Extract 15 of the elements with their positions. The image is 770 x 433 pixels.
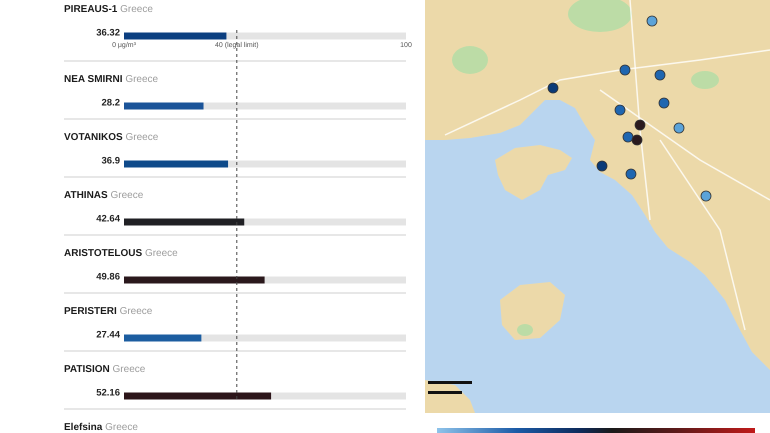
y-tick-label: PIREAUS-1 Greece [64, 4, 153, 15]
y-tick-label: ARISTOTELOUS Greece [64, 248, 178, 259]
data-label: 42.64 [96, 214, 121, 224]
data-label: 49.86 [96, 272, 120, 282]
data-label: 36.32 [96, 28, 120, 38]
y-tick-label: PERISTERI Greece [64, 306, 152, 317]
y-tick-label: Elefsina Greece [64, 422, 138, 433]
y-tick-label: VOTANIKOS Greece [64, 132, 158, 143]
y-tick-label: NEA SMIRNI Greece [64, 74, 158, 85]
data-label: 27.44 [96, 330, 121, 340]
y-tick-label: ATHINAS Greece [64, 190, 144, 201]
data-label: 52.16 [96, 388, 120, 398]
data-label: 28.2 [102, 98, 120, 108]
y-tick-label: PATISION Greece [64, 364, 146, 375]
data-label: 36.9 [102, 156, 120, 166]
